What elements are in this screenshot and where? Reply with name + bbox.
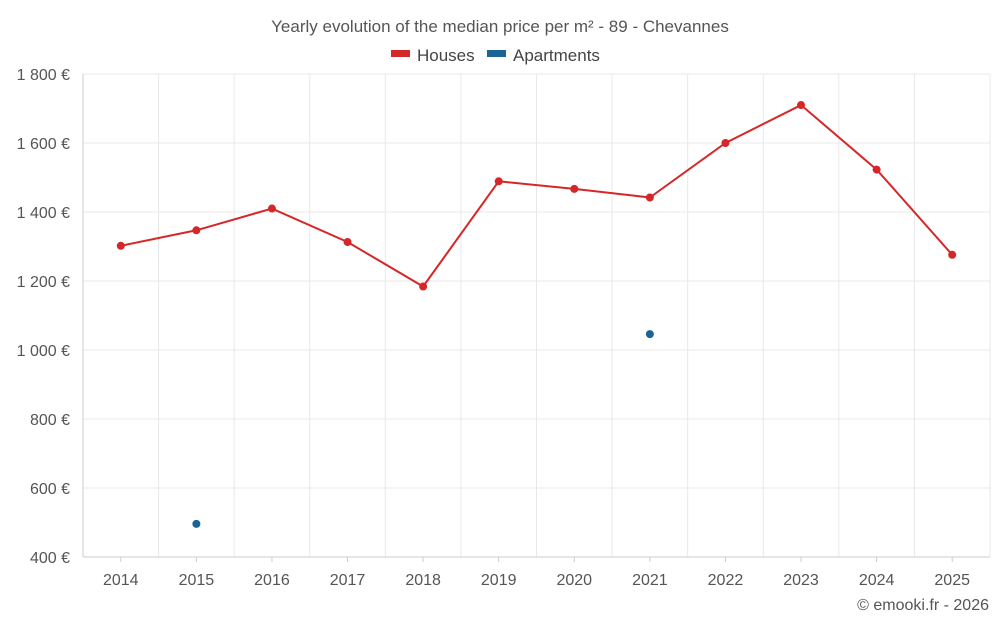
chart-title: Yearly evolution of the median price per… bbox=[271, 17, 729, 36]
x-tick-label: 2018 bbox=[405, 572, 441, 589]
x-tick-label: 2024 bbox=[859, 572, 895, 589]
series-points bbox=[116, 101, 957, 528]
y-tick-label: 1 400 € bbox=[17, 205, 70, 222]
x-axis-labels: 2014 2015 2016 2017 2018 2019 2020 2021 2022 2023… bbox=[103, 572, 970, 589]
data-point-houses[interactable] bbox=[645, 193, 654, 202]
x-tick-label: 2023 bbox=[783, 572, 819, 589]
legend-label-apartments: Apartments bbox=[513, 46, 600, 65]
data-point-houses[interactable] bbox=[116, 241, 125, 250]
axes bbox=[82, 74, 990, 562]
y-tick-label: 400 € bbox=[30, 550, 70, 567]
data-point-houses[interactable] bbox=[570, 184, 579, 193]
legend-item-houses[interactable]: Houses bbox=[391, 46, 475, 65]
x-tick-label: 2020 bbox=[556, 572, 592, 589]
y-tick-label: 1 600 € bbox=[17, 136, 70, 153]
x-tick-label: 2014 bbox=[103, 572, 139, 589]
y-tick-label: 1 200 € bbox=[17, 274, 70, 291]
data-point-houses[interactable] bbox=[419, 282, 428, 291]
data-point-apartments[interactable] bbox=[192, 519, 201, 528]
data-point-houses[interactable] bbox=[494, 177, 503, 186]
y-tick-label: 600 € bbox=[30, 481, 70, 498]
y-tick-label: 1 000 € bbox=[17, 343, 70, 360]
data-point-houses[interactable] bbox=[797, 101, 806, 110]
x-tick-label: 2019 bbox=[481, 572, 517, 589]
data-point-houses[interactable] bbox=[192, 226, 201, 235]
copyright-text: © emooki.fr - 2026 bbox=[857, 597, 989, 614]
series-lines bbox=[120, 103, 953, 288]
x-tick-label: 2022 bbox=[708, 572, 744, 589]
data-point-apartments[interactable] bbox=[645, 330, 654, 339]
y-tick-label: 1 800 € bbox=[17, 67, 70, 84]
y-axis-labels: 400 € 600 € 800 € 1 000 € 1 200 € 1 400 € 1 60… bbox=[17, 67, 70, 567]
x-tick-label: 2025 bbox=[934, 572, 970, 589]
x-tick-label: 2016 bbox=[254, 572, 290, 589]
data-point-houses[interactable] bbox=[267, 204, 276, 213]
legend-swatch-houses bbox=[391, 50, 410, 57]
series-line-houses bbox=[120, 103, 953, 288]
legend-swatch-apartments bbox=[487, 50, 506, 57]
data-point-houses[interactable] bbox=[948, 250, 957, 259]
x-tick-label: 2021 bbox=[632, 572, 668, 589]
x-tick-label: 2015 bbox=[179, 572, 215, 589]
x-gridlines bbox=[158, 74, 991, 557]
legend: Houses Apartments bbox=[391, 46, 600, 65]
data-point-houses[interactable] bbox=[721, 139, 730, 147]
data-point-houses[interactable] bbox=[343, 238, 352, 247]
legend-label-houses: Houses bbox=[417, 46, 475, 65]
data-point-houses[interactable] bbox=[872, 165, 881, 174]
x-tick-label: 2017 bbox=[330, 572, 366, 589]
legend-item-apartments[interactable]: Apartments bbox=[487, 46, 600, 65]
y-tick-label: 800 € bbox=[30, 412, 70, 429]
